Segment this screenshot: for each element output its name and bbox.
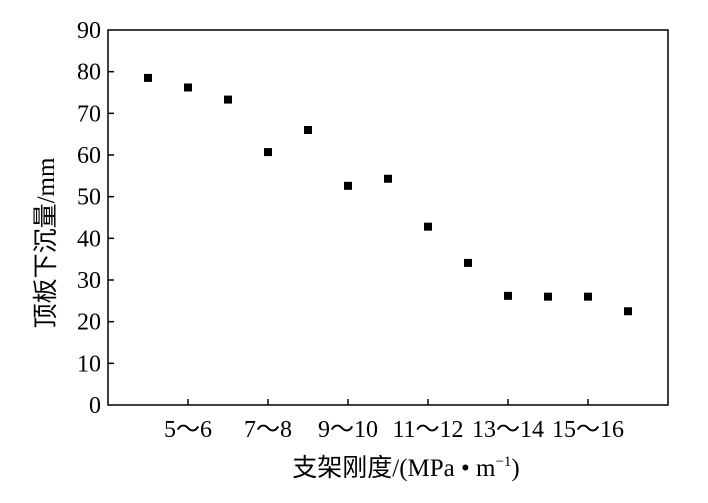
y-tick-label: 80 [77,60,101,86]
plot-frame [107,29,669,406]
data-point [184,83,192,92]
y-tick-label: 20 [77,310,101,336]
x-tick-label: 9～10 [318,417,378,443]
y-axis: 0 10 20 30 40 50 60 70 80 90 [77,18,114,419]
data-point [144,73,152,82]
data-points [144,73,632,316]
x-axis: 5～6 7～8 9～10 11～12 13～14 15～16 [164,399,624,443]
x-axis-label-end: ) [511,455,519,482]
data-point [344,181,352,190]
x-tick-label: 7～8 [244,417,292,443]
x-axis-label-main: 支架刚度/(MPa • m [292,454,496,482]
data-point [544,292,552,301]
x-tick-label: 11～12 [392,417,463,443]
x-tick-label: 5～6 [164,417,212,443]
plot-frame-group [107,29,669,406]
y-tick-label: 30 [77,268,101,294]
data-point [304,126,312,134]
data-point [504,291,512,300]
y-tick-label: 50 [77,185,101,211]
x-axis-label: 支架刚度/(MPa • m−1) [292,454,520,482]
x-axis-label-superscript: −1 [495,454,511,470]
data-point [264,148,272,157]
y-tick-label: 10 [77,351,101,377]
y-axis-label: 顶板下沉量/mm [32,157,60,328]
y-tick-label: 70 [77,101,101,127]
y-tick-label: 90 [77,18,101,44]
data-point [624,307,632,316]
data-point [424,222,432,231]
data-point [224,95,232,104]
y-tick-label: 40 [77,226,101,252]
data-point [384,174,392,183]
data-point [584,292,592,301]
data-point [464,258,472,267]
x-tick-label: 15～16 [552,417,624,443]
x-tick-label: 13～14 [472,417,544,443]
y-tick-label: 60 [77,143,101,169]
y-tick-label: 0 [89,393,101,419]
